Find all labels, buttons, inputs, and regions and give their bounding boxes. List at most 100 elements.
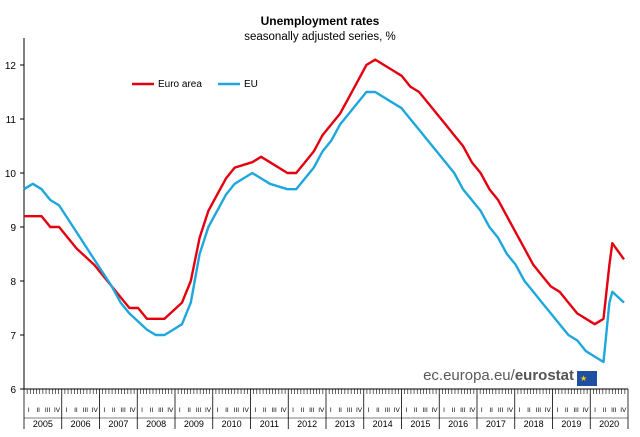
chart-title: Unemployment rates <box>260 14 380 28</box>
y-tick-label: 6 <box>10 385 16 396</box>
quarter-label: I <box>405 407 407 414</box>
year-label: 2009 <box>184 419 204 429</box>
series-line-eu <box>23 90 625 364</box>
quarter-label: IV <box>167 407 174 414</box>
quarter-label: II <box>36 407 40 414</box>
year-label: 2017 <box>486 419 506 429</box>
quarter-label: IV <box>620 407 627 414</box>
year-label: 2016 <box>448 419 468 429</box>
quarter-label: IV <box>129 407 136 414</box>
series-line-euro-area <box>24 58 625 326</box>
quarter-label: III <box>234 407 240 414</box>
legend-label-eu: EU <box>244 79 258 90</box>
quarter-label: III <box>158 407 164 414</box>
quarter-label: IV <box>431 407 438 414</box>
quarter-label: III <box>385 407 391 414</box>
quarter-label: III <box>347 407 353 414</box>
quarter-label: II <box>414 407 418 414</box>
quarter-label: I <box>330 407 332 414</box>
quarter-label: IV <box>582 407 589 414</box>
quarter-label: III <box>83 407 89 414</box>
y-axis-ticks: 6 7 8 9 10 11 12 <box>5 61 24 396</box>
quarter-label: III <box>611 407 617 414</box>
quarter-label: I <box>443 407 445 414</box>
quarter-label: III <box>460 407 466 414</box>
series-lines <box>23 58 625 364</box>
year-label: 2006 <box>71 419 91 429</box>
quarter-label: II <box>187 407 191 414</box>
year-label: 2011 <box>260 419 279 429</box>
year-label: 2019 <box>561 419 581 429</box>
year-label: 2010 <box>222 419 242 429</box>
quarter-label: III <box>120 407 126 414</box>
quarter-label: IV <box>243 407 250 414</box>
quarter-label: I <box>594 407 596 414</box>
quarter-label: I <box>368 407 370 414</box>
quarter-label: IV <box>92 407 99 414</box>
quarter-label: III <box>536 407 542 414</box>
quarter-label: IV <box>394 407 401 414</box>
quarter-label: II <box>263 407 267 414</box>
quarter-label: III <box>309 407 315 414</box>
year-label: 2014 <box>373 419 393 429</box>
quarter-label: II <box>489 407 493 414</box>
quarter-label: II <box>603 407 607 414</box>
chart-axes <box>23 38 628 390</box>
brand-name: eurostat <box>514 367 574 384</box>
quarter-label: III <box>196 407 202 414</box>
quarter-label: IV <box>469 407 476 414</box>
quarter-label: II <box>150 407 154 414</box>
eurostat-brand[interactable]: ec.europa.eu/eurostat <box>423 367 574 384</box>
quarter-label: IV <box>507 407 514 414</box>
year-label: 2015 <box>410 419 430 429</box>
quarter-label: IV <box>356 407 363 414</box>
year-label: 2020 <box>599 419 619 429</box>
year-label: 2008 <box>146 419 166 429</box>
quarter-label: II <box>527 407 531 414</box>
quarter-label: III <box>498 407 504 414</box>
quarter-label: II <box>112 407 116 414</box>
quarter-label: I <box>103 407 105 414</box>
quarter-label: I <box>179 407 181 414</box>
legend-label-euro-area: Euro area <box>158 79 202 90</box>
y-tick-label: 7 <box>10 331 16 342</box>
quarter-label: I <box>28 407 30 414</box>
quarter-label: III <box>271 407 277 414</box>
y-tick-label: 12 <box>5 61 17 72</box>
quarter-label: II <box>565 407 569 414</box>
quarter-label: II <box>225 407 229 414</box>
quarter-label: III <box>45 407 51 414</box>
y-tick-label: 10 <box>5 169 17 180</box>
quarter-label: III <box>422 407 428 414</box>
quarter-label: III <box>573 407 579 414</box>
quarter-label: I <box>292 407 294 414</box>
y-tick-label: 11 <box>6 115 17 126</box>
year-label: 2005 <box>33 419 53 429</box>
quarter-label: IV <box>280 407 287 414</box>
flag-star: ★ <box>580 374 588 383</box>
year-label: 2007 <box>108 419 128 429</box>
y-tick-label: 8 <box>10 277 16 288</box>
quarter-label: IV <box>545 407 552 414</box>
quarter-label: II <box>74 407 78 414</box>
quarter-label: II <box>376 407 380 414</box>
quarter-label: I <box>254 407 256 414</box>
year-label: 2018 <box>524 419 544 429</box>
quarter-label: IV <box>54 407 61 414</box>
year-label: 2012 <box>297 419 317 429</box>
quarter-label: I <box>141 407 143 414</box>
quarter-label: I <box>66 407 68 414</box>
quarter-label: I <box>481 407 483 414</box>
quarter-label: IV <box>205 407 212 414</box>
quarter-label: I <box>519 407 521 414</box>
eu-flag-icon: ★ <box>577 371 597 386</box>
quarter-label: II <box>452 407 456 414</box>
y-tick-label: 9 <box>10 223 16 234</box>
quarter-label: II <box>338 407 342 414</box>
chart-subtitle: seasonally adjusted series, % <box>244 31 396 43</box>
quarter-label: IV <box>318 407 325 414</box>
quarter-label: I <box>556 407 558 414</box>
year-label: 2013 <box>335 419 355 429</box>
